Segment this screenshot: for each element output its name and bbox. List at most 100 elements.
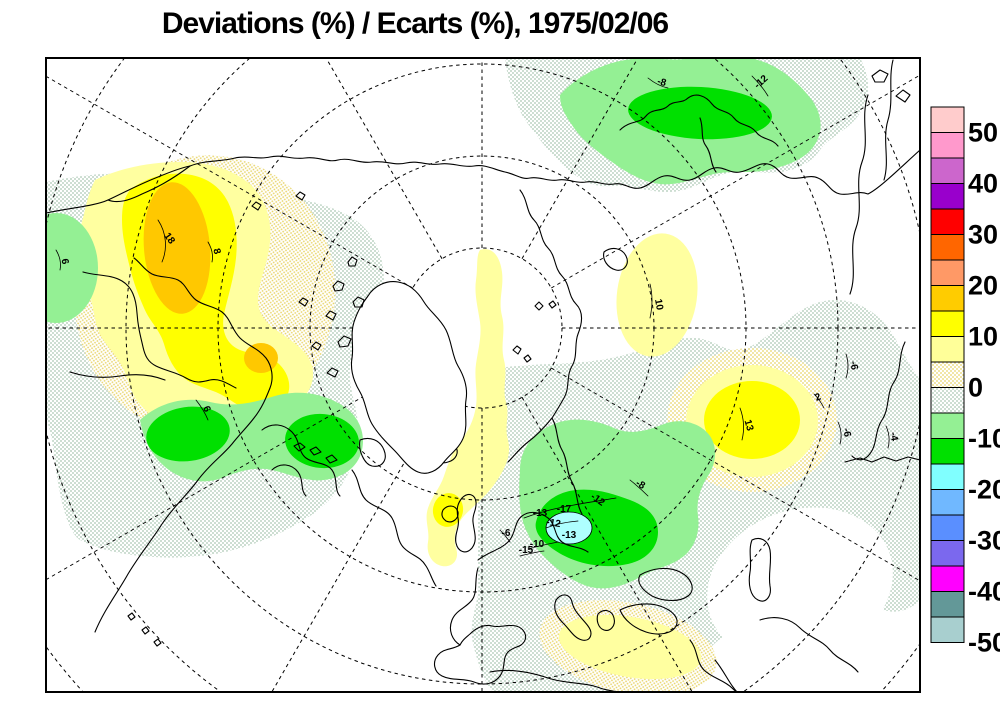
region-yellow-uk [432, 493, 464, 527]
colorbar-cell-17 [930, 540, 965, 567]
region-pale-yellow-africa [558, 614, 702, 680]
region-gold-canada [244, 343, 278, 373]
coastline-novaya-zemlya [699, 117, 717, 173]
colorbar-cell-16 [930, 514, 965, 541]
contour-label: -4 [887, 431, 899, 442]
coastline-iberia [433, 624, 527, 685]
coastline-north-america-west [94, 257, 273, 633]
colorbar-cell-2 [930, 157, 965, 184]
coastline-norway-kola [507, 189, 583, 463]
coastline-newfoundland [359, 437, 386, 467]
contour-label: -15 [519, 545, 534, 556]
colorbar-cell-5 [930, 234, 965, 261]
coastline-canadian-arctic-islands [251, 191, 365, 378]
contour-label: 8 [210, 247, 222, 256]
region-yellow-caspian [704, 381, 800, 459]
colorbar-cell-15 [930, 489, 965, 516]
colorbar-tick-label: 20 [968, 271, 998, 301]
coastline-great-lakes [293, 442, 338, 464]
region-gold-alaska [143, 182, 211, 314]
colorbar-tick-label: 10 [968, 322, 998, 352]
colorbar-tick-label: 0 [968, 373, 983, 403]
coastline-seward-peninsula [107, 165, 191, 203]
colorbar-tick-label: 40 [968, 169, 998, 199]
colorbar-cell-13 [930, 438, 965, 465]
colorbar-tick-label: -20 [968, 475, 1000, 505]
coastline-siberia-arctic [189, 149, 920, 195]
region-pale-yellow-norwegian-uk [426, 249, 510, 567]
coastlines [46, 59, 920, 692]
colorbar-cell-12 [930, 412, 965, 439]
map-title: Deviations (%) / Ecarts (%), 1975/02/06 [161, 7, 669, 40]
contour-label: -6 [840, 427, 852, 438]
colorbar: 50 40 30 20 10 0 -10 -20 -30 -40 -50 [930, 106, 1000, 658]
region-white-corner [863, 615, 920, 692]
coastline-north-sea-continent [477, 511, 589, 561]
contour-label: -8 [656, 76, 668, 89]
coastline-pacific-islets [127, 612, 162, 647]
coastline-aleutians [69, 371, 166, 381]
coastline-hudson-bay [261, 424, 341, 497]
contour-label: -10 [530, 539, 545, 550]
coastline-ireland [441, 505, 459, 523]
coastline-red-sea [714, 659, 738, 692]
colorbar-cell-3 [930, 183, 965, 210]
colorbar-cell-8 [930, 310, 965, 337]
coastline-aral [844, 456, 920, 463]
contour-label: 6 [59, 258, 71, 266]
colorbar-tick-label: 50 [968, 118, 998, 148]
region-white-arabia [707, 507, 893, 663]
contour-label: 6 [200, 405, 212, 414]
colorbar-cell-7 [930, 285, 965, 312]
region-green-russia [628, 86, 772, 140]
colorbar-cell-9 [930, 336, 965, 363]
coastline-anatolia [619, 603, 678, 635]
colorbar-cell-0 [930, 106, 965, 133]
contour-label: -6 [502, 528, 511, 539]
colorbar-cell-19 [930, 591, 965, 618]
region-pale-yellow-siberia [616, 233, 698, 357]
coastline-black-sea [638, 567, 693, 602]
colorbar-cell-4 [930, 208, 965, 235]
contour-label: -6 [847, 360, 859, 371]
coastline-greece [596, 609, 615, 631]
map-frame [45, 57, 921, 693]
coastline-svalbard-islands [512, 300, 557, 363]
colorbar-cell-18 [930, 565, 965, 592]
contour-label: 2 [814, 391, 823, 403]
colorbar-cell-10 [930, 361, 965, 388]
coastline-white-sea [603, 247, 628, 271]
colorbar-tick-label: -10 [968, 424, 1000, 454]
coastline-chukotka-alaska-north [46, 165, 191, 214]
coastline-taymyr [619, 94, 779, 147]
coastline-ob-river [849, 94, 869, 295]
colorbar-cell-11 [930, 387, 965, 414]
coastline-hudson-inner [271, 464, 307, 497]
coastline-france-biscay [449, 567, 479, 646]
negative-regions [46, 58, 821, 589]
colorbar-cell-1 [930, 132, 965, 159]
contour-label: -13 [562, 530, 577, 541]
colorbar-tick-label: 30 [968, 220, 998, 250]
contour-label: -12 [545, 517, 562, 530]
contour-label: -17 [557, 504, 572, 515]
coastline-greenland [350, 281, 468, 474]
coastline-yenisei-river [883, 59, 894, 181]
coastline-alaska-west [82, 271, 237, 389]
region-green-canada-west [146, 406, 230, 462]
contour-label: 10 [652, 298, 665, 311]
colorbar-tick-label: -50 [968, 628, 1000, 658]
colorbar-cell-20 [930, 616, 965, 643]
region-light-green-west [46, 213, 98, 323]
coastline-us-east [351, 469, 437, 587]
coastline-italy [554, 594, 592, 641]
contour-label: -13 [533, 508, 548, 519]
coastline-arabia-gulf [759, 617, 859, 673]
colorbar-cell-14 [930, 463, 965, 490]
coastline-levant [689, 639, 738, 692]
colorbar-cell-6 [930, 259, 965, 286]
contour-label: 13 [742, 419, 756, 433]
